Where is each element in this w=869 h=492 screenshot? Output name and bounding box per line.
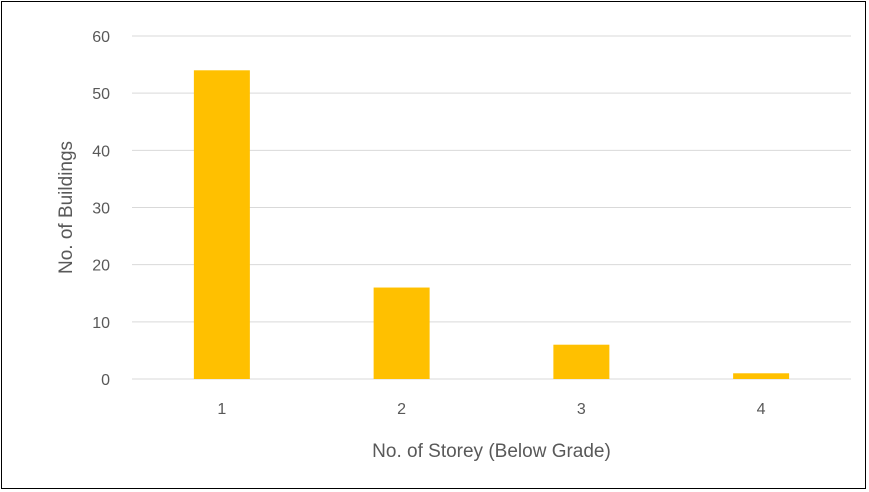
bar-2 bbox=[373, 287, 430, 379]
bar-3 bbox=[553, 344, 610, 379]
x-tick-label: 2 bbox=[397, 401, 406, 418]
y-axis-title: No. of Buildings bbox=[56, 141, 77, 274]
y-tick-label: 60 bbox=[92, 29, 110, 46]
y-tick-label: 40 bbox=[92, 143, 110, 160]
x-tick-label: 3 bbox=[577, 401, 586, 418]
y-tick-label: 30 bbox=[92, 201, 110, 218]
y-tick-label: 0 bbox=[101, 372, 110, 389]
y-tick-label: 50 bbox=[92, 86, 110, 103]
x-tick-labels: 1 2 3 4 bbox=[217, 401, 765, 418]
y-tick-label: 20 bbox=[92, 258, 110, 275]
x-tick-label: 1 bbox=[217, 401, 226, 418]
y-tick-labels: 0 10 20 30 40 50 60 bbox=[92, 29, 110, 389]
bar-1 bbox=[193, 70, 250, 380]
y-tick-label: 10 bbox=[92, 315, 110, 332]
x-tick-label: 4 bbox=[757, 401, 766, 418]
gridlines bbox=[132, 35, 851, 380]
bar-4 bbox=[733, 373, 790, 379]
x-axis-title: No. of Storey (Below Grade) bbox=[372, 441, 611, 462]
bars bbox=[193, 70, 790, 380]
